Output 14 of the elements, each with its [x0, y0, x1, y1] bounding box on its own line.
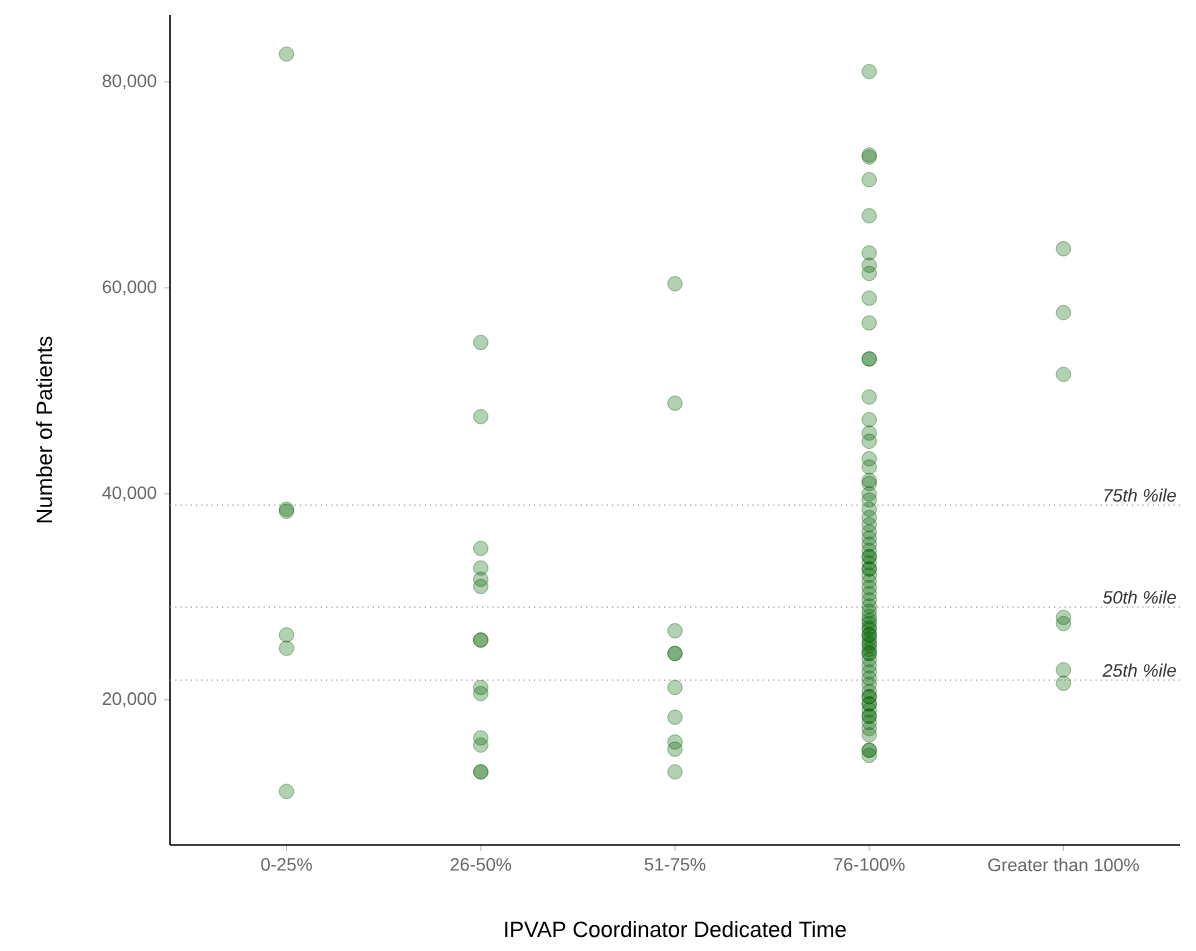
y-tick-label: 80,000	[102, 74, 157, 90]
x-tick-label: Greater than 100%	[988, 858, 1139, 872]
x-tick-label: 26-50%	[450, 858, 512, 871]
x-tick-label: 0-25%	[261, 858, 312, 871]
ref-line-label: 50th %ile	[1102, 590, 1176, 604]
y-tick-label: 40,000	[102, 486, 157, 502]
x-tick-label: 76-100%	[834, 858, 905, 871]
y-tick-label: 60,000	[102, 280, 157, 296]
ref-line-label: 75th %ile	[1104, 488, 1176, 502]
y-axis-title: Number of Patients	[36, 336, 53, 523]
x-tick-label: 51-75%	[644, 858, 706, 871]
x-axis-title: IPVAP Coordinator Dedicated Time	[505, 921, 846, 938]
y-tick-label: 20,000	[102, 692, 157, 708]
ref-line-label: 25th %ile	[1102, 663, 1176, 677]
